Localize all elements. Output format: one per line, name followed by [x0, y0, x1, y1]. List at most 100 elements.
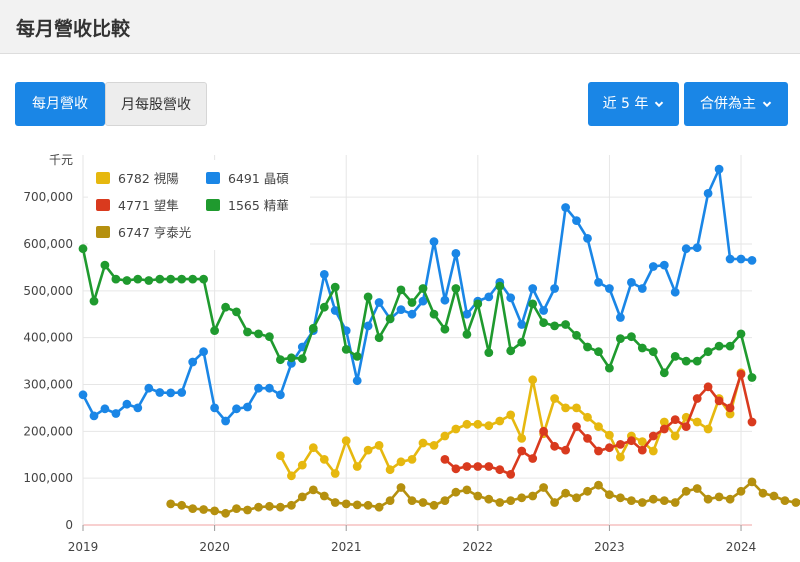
data-point[interactable] — [747, 477, 757, 487]
data-point[interactable] — [725, 409, 735, 419]
data-point[interactable] — [210, 403, 220, 413]
data-point[interactable] — [594, 347, 603, 357]
data-point[interactable] — [100, 260, 110, 270]
data-point[interactable] — [637, 498, 647, 507]
data-point[interactable] — [495, 281, 505, 291]
data-point[interactable] — [583, 412, 592, 422]
basis-dropdown[interactable]: 合併為主 — [684, 82, 788, 126]
data-point[interactable] — [177, 500, 187, 510]
data-point[interactable] — [111, 274, 121, 284]
data-point[interactable] — [297, 354, 307, 364]
data-point[interactable] — [605, 490, 614, 499]
data-point[interactable] — [758, 488, 768, 498]
data-point[interactable] — [429, 500, 439, 510]
data-point[interactable] — [616, 313, 625, 322]
data-point[interactable] — [528, 491, 538, 501]
data-point[interactable] — [341, 436, 351, 446]
data-point[interactable] — [528, 299, 538, 309]
data-point[interactable] — [462, 485, 472, 495]
data-point[interactable] — [473, 419, 483, 429]
data-point[interactable] — [352, 376, 362, 386]
data-point[interactable] — [495, 465, 505, 475]
data-point[interactable] — [385, 314, 395, 324]
data-point[interactable] — [78, 390, 88, 400]
data-point[interactable] — [440, 431, 450, 441]
data-point[interactable] — [594, 446, 603, 456]
data-point[interactable] — [550, 284, 559, 293]
data-point[interactable] — [308, 485, 318, 495]
data-point[interactable] — [89, 296, 99, 306]
data-point[interactable] — [374, 502, 384, 512]
data-point[interactable] — [670, 352, 680, 361]
data-point[interactable] — [495, 498, 505, 507]
data-point[interactable] — [122, 399, 132, 409]
data-point[interactable] — [78, 244, 88, 254]
data-point[interactable] — [144, 276, 154, 285]
data-point[interactable] — [385, 465, 395, 475]
data-point[interactable] — [506, 470, 516, 479]
data-point[interactable] — [89, 411, 99, 421]
data-point[interactable] — [681, 244, 691, 254]
data-point[interactable] — [725, 341, 735, 351]
data-point[interactable] — [714, 341, 724, 351]
data-point[interactable] — [583, 486, 592, 496]
data-point[interactable] — [473, 299, 483, 309]
data-point[interactable] — [166, 388, 176, 398]
data-point[interactable] — [177, 274, 187, 284]
data-point[interactable] — [166, 274, 176, 284]
data-point[interactable] — [736, 254, 746, 264]
data-point[interactable] — [517, 337, 527, 347]
data-point[interactable] — [692, 243, 702, 253]
data-point[interactable] — [616, 440, 625, 449]
data-point[interactable] — [330, 306, 340, 315]
data-point[interactable] — [221, 302, 231, 312]
data-point[interactable] — [199, 347, 209, 357]
data-point[interactable] — [276, 502, 285, 512]
data-point[interactable] — [232, 504, 241, 513]
data-point[interactable] — [319, 491, 329, 501]
data-point[interactable] — [769, 491, 779, 501]
tab-monthly-revenue[interactable]: 每月營收 — [15, 82, 105, 126]
data-point[interactable] — [221, 508, 231, 518]
data-point[interactable] — [199, 505, 209, 514]
data-point[interactable] — [703, 382, 713, 392]
data-point[interactable] — [451, 284, 461, 293]
data-point[interactable] — [780, 496, 790, 505]
data-point[interactable] — [243, 327, 252, 337]
data-point[interactable] — [330, 498, 340, 507]
data-point[interactable] — [506, 293, 516, 303]
data-point[interactable] — [681, 356, 691, 366]
data-point[interactable] — [517, 493, 527, 503]
data-point[interactable] — [265, 501, 274, 511]
data-point[interactable] — [407, 455, 417, 464]
data-point[interactable] — [594, 480, 603, 490]
data-point[interactable] — [308, 443, 318, 453]
data-point[interactable] — [363, 445, 373, 455]
data-point[interactable] — [550, 394, 559, 403]
data-point[interactable] — [396, 457, 406, 467]
data-point[interactable] — [648, 494, 658, 504]
data-point[interactable] — [714, 164, 724, 174]
data-point[interactable] — [297, 460, 307, 470]
data-point[interactable] — [670, 498, 680, 507]
data-point[interactable] — [703, 424, 713, 434]
data-point[interactable] — [605, 363, 614, 373]
data-point[interactable] — [265, 332, 274, 342]
data-point[interactable] — [561, 203, 570, 212]
data-point[interactable] — [594, 422, 603, 431]
data-point[interactable] — [506, 410, 516, 420]
data-point[interactable] — [670, 287, 680, 297]
data-point[interactable] — [473, 462, 483, 471]
data-point[interactable] — [451, 249, 461, 258]
data-point[interactable] — [319, 302, 329, 312]
data-point[interactable] — [341, 499, 351, 509]
data-point[interactable] — [517, 434, 527, 443]
data-point[interactable] — [572, 422, 581, 431]
data-point[interactable] — [374, 441, 384, 450]
legend-item[interactable]: 6747 亨泰光 — [96, 225, 191, 240]
data-point[interactable] — [243, 402, 252, 412]
data-point[interactable] — [627, 332, 636, 342]
data-point[interactable] — [725, 403, 735, 413]
data-point[interactable] — [561, 445, 570, 455]
data-point[interactable] — [221, 416, 231, 426]
